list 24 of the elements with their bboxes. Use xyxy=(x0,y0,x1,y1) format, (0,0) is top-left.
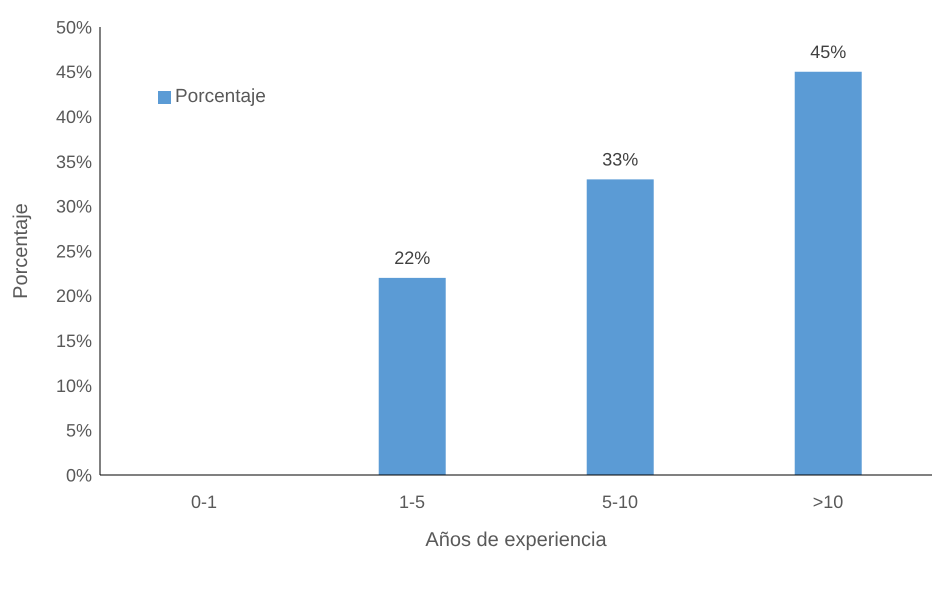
x-tick-label: 0-1 xyxy=(190,492,218,512)
y-tick-label: 30% xyxy=(56,196,92,217)
data-label: 33% xyxy=(602,149,638,170)
x-tick-label: >10 xyxy=(812,492,844,512)
y-tick-label: 40% xyxy=(56,106,92,127)
bar xyxy=(586,179,654,475)
y-tick-label: 35% xyxy=(56,152,92,172)
data-label: 45% xyxy=(810,42,846,62)
y-tick-label: 50% xyxy=(56,17,92,38)
bar xyxy=(794,72,862,475)
y-axis-title: Porcentaje xyxy=(10,203,32,299)
y-tick-label: 0% xyxy=(66,465,92,486)
y-tick-label: 45% xyxy=(56,62,92,82)
legend-label: Porcentaje xyxy=(175,86,266,107)
y-tick-label: 15% xyxy=(56,330,92,351)
y-tick-label: 5% xyxy=(66,420,92,441)
y-tick-label: 10% xyxy=(56,376,92,396)
x-axis-title: Años de experiencia xyxy=(425,529,608,551)
y-tick-label: 25% xyxy=(56,241,92,262)
bar xyxy=(378,278,446,475)
x-tick-label: 1-5 xyxy=(398,492,426,512)
x-tick-label: 5-10 xyxy=(602,492,638,512)
data-label: 22% xyxy=(394,248,430,268)
y-tick-label: 20% xyxy=(56,286,92,306)
